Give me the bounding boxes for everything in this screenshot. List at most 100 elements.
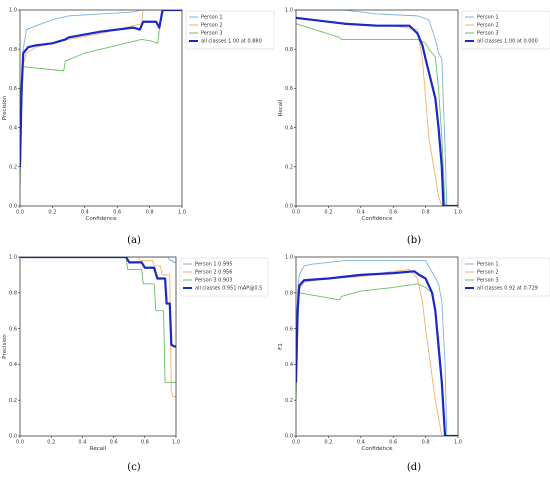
- legend-box: [461, 257, 550, 297]
- y-tick-label: 0.4: [9, 362, 17, 368]
- x-tick-label: 1.0: [178, 210, 186, 216]
- legend-label: all classes 1.00 at 0.880: [201, 39, 262, 45]
- legend-label: Person 3: [477, 278, 499, 284]
- y-tick-label: 0.8: [9, 47, 17, 53]
- series-line-4: [296, 270, 458, 436]
- y-axis-label: F1: [278, 343, 284, 350]
- y-tick-label: 0.2: [9, 165, 17, 171]
- y-tick-label: 0.4: [285, 362, 293, 368]
- series-line-4: [20, 10, 182, 167]
- plot-frame: [19, 9, 183, 207]
- y-tick-label: 0.0: [9, 434, 17, 440]
- y-tick-label: 0.4: [9, 125, 17, 131]
- x-tick-label: 0.2: [48, 210, 56, 216]
- y-tick-label: 0.0: [9, 204, 17, 210]
- legend-label: Person 3 0.903: [195, 278, 232, 284]
- x-tick-label: 0.4: [357, 210, 365, 216]
- y-tick-label: 0.4: [285, 125, 293, 131]
- series-line-3: [296, 23, 458, 206]
- series-line-4: [20, 257, 176, 348]
- y-tick-label: 1.0: [285, 255, 293, 261]
- chart-panel-d: 0.0 0.2 0.4 0.6 0.8 1.0 0.0 0.2 0.4 0.6 0.8 1.0 Conf…: [278, 255, 550, 473]
- series-line-2: [20, 257, 176, 398]
- x-axis-label: Confidence: [86, 216, 118, 222]
- chart-panel-a: 0.0 0.2 0.4 0.6 0.8 1.0 0.0 0.2 0.4 0.6 0.8 1.0 Conf…: [2, 8, 275, 246]
- legend-label: Person 3: [477, 31, 499, 37]
- y-tick-label: 1.0: [285, 8, 293, 14]
- legend-label: Person 1: [201, 15, 223, 21]
- legend-box: [461, 10, 550, 50]
- x-tick-label: 0.0: [292, 440, 300, 446]
- y-axis-label: Precision: [2, 334, 8, 359]
- x-axis-label: Confidence: [362, 446, 394, 452]
- x-tick-label: 0.0: [16, 440, 24, 446]
- panel-caption: (d): [407, 462, 421, 473]
- legend-label: Person 3: [201, 31, 223, 37]
- x-tick-label: 0.6: [110, 440, 118, 446]
- series-group: [296, 10, 458, 206]
- x-tick-label: 0.4: [78, 440, 86, 446]
- x-tick-label: 0.2: [47, 440, 55, 446]
- y-tick-label: 0.2: [9, 398, 17, 404]
- legend-label: Person 1: [477, 262, 499, 268]
- x-tick-label: 0.8: [422, 440, 430, 446]
- legend-box: [185, 10, 275, 50]
- y-tick-label: 0.6: [9, 326, 17, 332]
- y-tick-label: 0.0: [285, 204, 293, 210]
- panel-caption: (a): [127, 235, 141, 246]
- legend-label: Person 1 0.995: [195, 262, 232, 268]
- y-tick-label: 0.8: [285, 47, 293, 53]
- series-line-1: [20, 10, 182, 167]
- y-tick-label: 0.2: [285, 165, 293, 171]
- plot-frame: [19, 256, 177, 437]
- series-line-3: [20, 257, 176, 383]
- y-tick-label: 0.0: [285, 434, 293, 440]
- plot-frame: [295, 256, 459, 437]
- legend-label: all classes 0.92 at 0.729: [477, 286, 538, 292]
- y-tick-label: 0.6: [9, 86, 17, 92]
- x-tick-label: 0.6: [113, 210, 121, 216]
- x-tick-label: 0.8: [141, 440, 149, 446]
- y-tick-label: 0.8: [285, 291, 293, 297]
- y-tick-label: 0.6: [285, 86, 293, 92]
- x-axis-label: Recall: [90, 446, 107, 452]
- x-tick-label: 0.4: [81, 210, 89, 216]
- panel-caption: (c): [127, 462, 141, 473]
- y-tick-label: 1.0: [9, 8, 17, 14]
- x-tick-label: 0.2: [324, 210, 332, 216]
- chart-panel-c: 0.0 0.2 0.4 0.6 0.8 1.0 0.0 0.2 0.4 0.6 0.8 1.0 Reca…: [2, 255, 269, 473]
- x-tick-label: 0.0: [16, 210, 24, 216]
- series-line-1: [296, 260, 458, 436]
- x-tick-label: 0.0: [292, 210, 300, 216]
- series-line-2: [20, 10, 182, 167]
- y-axis-label: Recall: [278, 99, 284, 116]
- legend-label: all classes 0.951 mAP@0.5: [195, 286, 262, 292]
- series-group: [20, 10, 182, 187]
- series-group: [296, 260, 458, 436]
- chart-panel-b: 0.0 0.2 0.4 0.6 0.8 1.0 0.0 0.2 0.4 0.6 0.8 1.0 Conf…: [278, 8, 550, 246]
- x-tick-label: 1.0: [454, 210, 462, 216]
- legend-label: all classes 1.00 at 0.000: [477, 39, 538, 45]
- x-tick-label: 0.2: [324, 440, 332, 446]
- series-group: [20, 257, 176, 398]
- panel-caption: (b): [407, 235, 421, 246]
- y-tick-label: 0.6: [285, 326, 293, 332]
- y-axis-label: Precision: [2, 95, 8, 120]
- x-tick-label: 0.8: [146, 210, 154, 216]
- y-tick-label: 1.0: [9, 255, 17, 261]
- series-line-4: [296, 16, 458, 206]
- legend-label: Person 2: [477, 23, 499, 29]
- y-tick-label: 0.8: [9, 291, 17, 297]
- series-line-2: [296, 269, 458, 436]
- legend-box: [179, 257, 269, 297]
- legend-label: Person 2 0.956: [195, 270, 232, 276]
- series-line-1: [296, 10, 458, 206]
- x-tick-label: 1.0: [454, 440, 462, 446]
- x-tick-label: 0.8: [422, 210, 430, 216]
- x-tick-label: 0.4: [357, 440, 365, 446]
- x-tick-label: 0.6: [389, 440, 397, 446]
- legend-label: Person 1: [477, 15, 499, 21]
- x-axis-label: Confidence: [362, 216, 394, 222]
- series-line-2: [296, 17, 458, 206]
